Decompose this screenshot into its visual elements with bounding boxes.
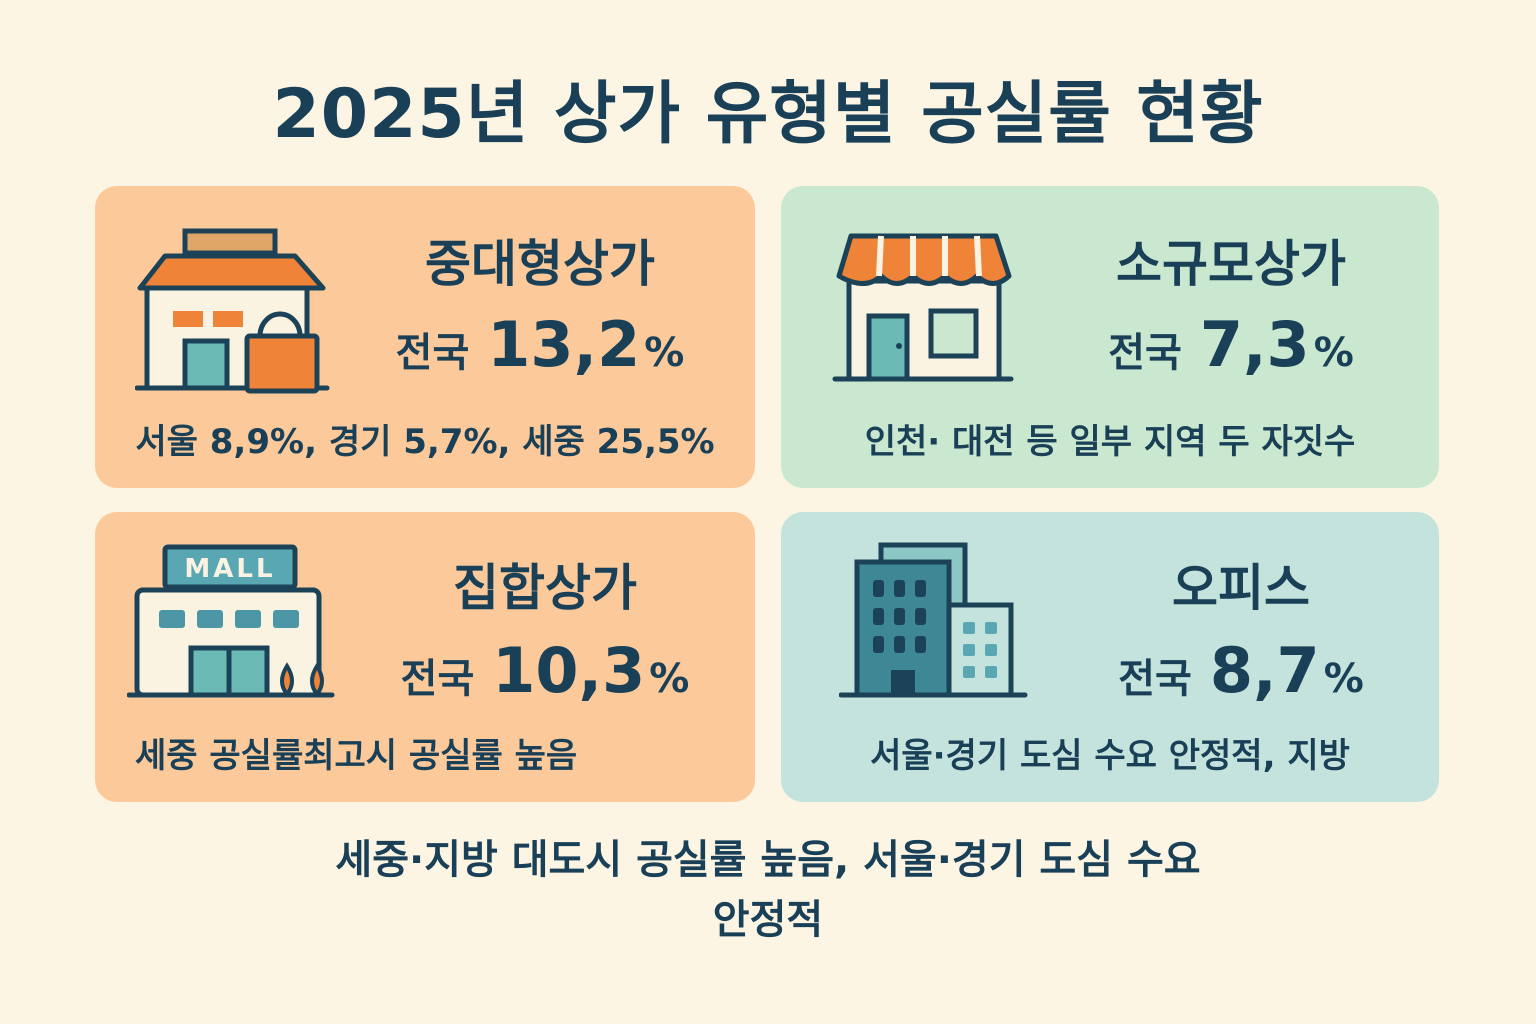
card-title: 소규모상가 bbox=[1116, 235, 1346, 293]
card-large-store: 중대형상가 전국 13,2% 서울 8,9%, 경기 5,7%, 세중 25,5% bbox=[95, 186, 755, 488]
mall-sign-text: MALL bbox=[184, 554, 275, 584]
card-small-store: 소규모상가 전국 7,3% 인천· 대전 등 일부 지역 두 자짓수 bbox=[781, 186, 1439, 488]
card-note: 인천· 대전 등 일부 지역 두 자짓수 bbox=[864, 422, 1356, 462]
rate-label: 전국 bbox=[400, 656, 475, 702]
national-rate: 전국 7,3% bbox=[1041, 308, 1421, 381]
card-note: 서울 8,9%, 경기 5,7%, 세중 25,5% bbox=[135, 422, 715, 462]
rate-label: 전국 bbox=[1108, 330, 1182, 376]
store-with-shopping-bag-icon bbox=[135, 228, 330, 394]
footer-line-2: 안정적 bbox=[712, 897, 824, 943]
rate-label: 전국 bbox=[395, 330, 470, 376]
summary-footer: 세중·지방 대도시 공실률 높음, 서울·경기 도심 수요 안정적 bbox=[0, 830, 1536, 950]
storefront-awning-icon bbox=[832, 233, 1014, 382]
national-rate: 전국 10,3% bbox=[355, 634, 735, 707]
card-mall: MALL 집합상가 전국 10,3% 세중 공실률최고시 공실률 높음 bbox=[95, 512, 755, 802]
office-buildings-icon bbox=[839, 542, 1028, 698]
card-office: 오피스 전국 8,7% 서울·경기 도심 수요 안정적, 지방 bbox=[781, 512, 1439, 802]
footer-line-1: 세중·지방 대도시 공실률 높음, 서울·경기 도심 수요 bbox=[335, 837, 1201, 883]
rate-value: 8,7 bbox=[1209, 634, 1320, 707]
national-rate: 전국 13,2% bbox=[345, 308, 735, 381]
rate-value: 7,3 bbox=[1199, 308, 1310, 381]
card-title: 오피스 bbox=[1172, 559, 1310, 617]
rate-unit: % bbox=[1313, 330, 1354, 376]
rate-unit: % bbox=[1323, 656, 1364, 702]
card-title: 집합상가 bbox=[453, 559, 637, 617]
card-title: 중대형상가 bbox=[425, 235, 655, 293]
rate-unit: % bbox=[649, 656, 690, 702]
rate-value: 13,2 bbox=[487, 308, 641, 381]
rate-unit: % bbox=[644, 330, 685, 376]
rate-label: 전국 bbox=[1118, 656, 1192, 702]
mall-building-icon: MALL bbox=[127, 544, 335, 698]
page-title: 2025년 상가 유형별 공실률 현황 bbox=[272, 75, 1264, 154]
rate-value: 10,3 bbox=[492, 634, 646, 707]
card-note: 세중 공실률최고시 공실률 높음 bbox=[135, 736, 578, 776]
card-note: 서울·경기 도심 수요 안정적, 지방 bbox=[870, 736, 1350, 776]
national-rate: 전국 8,7% bbox=[1051, 634, 1431, 707]
